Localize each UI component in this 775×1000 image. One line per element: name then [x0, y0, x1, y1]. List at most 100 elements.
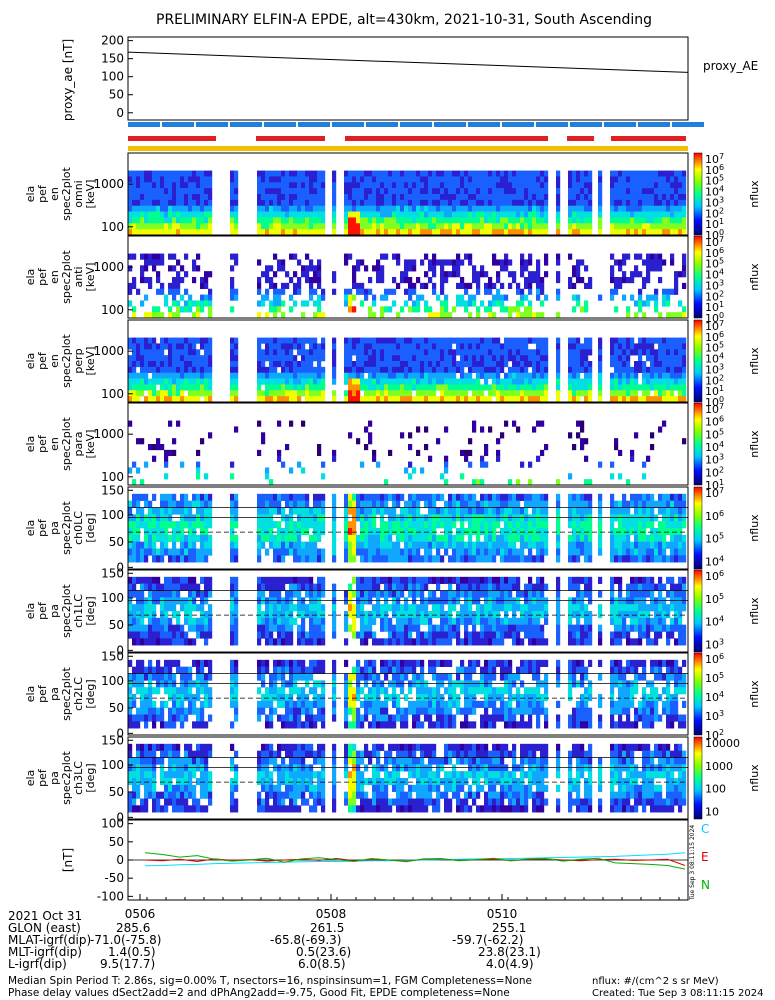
spectrogram-cell: [428, 390, 433, 397]
spectrogram-cell: [352, 199, 357, 207]
spectrogram-cell: [524, 372, 529, 379]
spectrogram-cell: [132, 631, 137, 639]
spectrogram-cell: [568, 493, 573, 501]
spectrogram-cell: [261, 176, 266, 183]
spectrogram-cell: [678, 548, 683, 556]
spectrogram-cell: [504, 349, 509, 356]
spectrogram-cell: [196, 590, 201, 598]
spectrogram-cell: [265, 528, 270, 536]
spectrogram-cell: [313, 548, 318, 556]
spectrogram-cell: [172, 223, 177, 230]
spectrogram-cell: [273, 390, 278, 397]
spectrogram-cell: [678, 555, 683, 563]
spectrogram-cell: [261, 500, 266, 508]
spectrogram-cell: [488, 493, 493, 501]
spectrogram-cell: [176, 528, 181, 536]
spectrogram-cell: [164, 583, 169, 591]
spectrogram-cell: [504, 420, 509, 427]
spectrogram-cell: [598, 199, 603, 207]
spectrogram-cell: [440, 372, 445, 379]
spectrogram-cell: [420, 541, 425, 549]
science-zone-bar: [672, 122, 704, 127]
spectrogram-cell: [456, 541, 461, 549]
spectrogram-cell: [234, 493, 239, 501]
spectrogram-cell: [136, 176, 141, 183]
spectrogram-cell: [638, 548, 643, 556]
spectrogram-cell: [332, 229, 337, 236]
spectrogram-cell: [352, 282, 357, 290]
spectrogram-cell: [508, 271, 513, 278]
spectrogram-cell: [257, 631, 262, 639]
spectrogram-cell: [642, 229, 647, 236]
spectrogram-cell: [172, 294, 177, 301]
spectrogram-cell: [144, 534, 149, 542]
spectrogram-cell: [404, 541, 409, 549]
spectrogram-cell: [184, 548, 189, 556]
spectrogram-cell: [674, 176, 679, 183]
spectrogram-cell: [384, 548, 389, 556]
spectrogram-cell: [630, 390, 635, 397]
spectrogram-cell: [317, 521, 322, 529]
spectrogram-cell: [208, 493, 213, 501]
spectrogram-cell: [321, 205, 326, 212]
spectrogram-cell: [404, 555, 409, 563]
spectrogram-cell: [678, 521, 683, 529]
spectrogram-cell: [572, 514, 577, 522]
spectrogram-cell: [168, 366, 173, 374]
spectrogram-cell: [536, 420, 541, 427]
spectrogram-cell: [528, 170, 533, 177]
spectrogram-cell: [204, 271, 209, 278]
spectrogram-cell: [164, 396, 169, 403]
spectrogram-cell: [176, 576, 181, 584]
spectrogram-cell: [176, 300, 181, 307]
spectrogram-cell: [400, 271, 405, 278]
spectrogram-cell: [344, 366, 349, 374]
spectrogram-cell: [464, 300, 469, 307]
spectrogram-cell: [301, 182, 306, 189]
spectrogram-cell: [176, 277, 181, 284]
spectrogram-cell: [317, 597, 322, 605]
spectrogram-cell: [132, 493, 137, 501]
spectrogram-cell: [528, 548, 533, 556]
spectrogram-cell: [584, 282, 589, 290]
spectrogram-cell: [144, 611, 149, 619]
spectrogram-cell: [544, 182, 549, 189]
spectrogram-cell: [188, 217, 193, 224]
spectrogram-cell: [444, 500, 449, 508]
spectrogram-cell: [588, 182, 593, 189]
spectrogram-cell: [400, 548, 405, 556]
spectrogram-cell: [168, 188, 173, 195]
spectrogram-cell: [132, 479, 137, 486]
spectrogram-cell: [520, 205, 525, 212]
spectrogram-cell: [508, 396, 513, 403]
spectrogram-cell: [332, 343, 337, 350]
spectrogram-cell: [364, 548, 369, 556]
spectrogram-cell: [160, 372, 165, 379]
spectrogram-cell: [404, 277, 409, 284]
spectrogram-cell: [388, 624, 393, 632]
spectrogram-cell: [642, 534, 647, 542]
spectrogram-cell: [440, 507, 445, 515]
spectrogram-cell: [140, 597, 145, 605]
spectrogram-cell: [650, 355, 655, 362]
spectrogram-cell: [436, 312, 441, 319]
spectrogram-cell: [204, 343, 209, 350]
spectrogram-cell: [528, 378, 533, 385]
spectrogram-cell: [160, 500, 165, 508]
spectrogram-cell: [496, 514, 501, 522]
spectrogram-cell: [468, 384, 473, 391]
spectrogram-cell: [646, 507, 651, 515]
spectrogram-cell: [460, 378, 465, 385]
spectrogram-cell: [184, 576, 189, 584]
spectrogram-cell: [152, 366, 157, 374]
spectrogram-cell: [281, 541, 286, 549]
spectrogram-cell: [384, 194, 389, 201]
spectrogram-cell: [144, 223, 149, 230]
spectrogram-cell: [536, 372, 541, 379]
spectrogram-cell: [580, 548, 585, 556]
spectrogram-cell: [160, 617, 165, 625]
spectrogram-cell: [444, 199, 449, 207]
spectrogram-cell: [297, 229, 302, 236]
spectrogram-cell: [496, 223, 501, 230]
spectrogram-cell: [588, 372, 593, 379]
